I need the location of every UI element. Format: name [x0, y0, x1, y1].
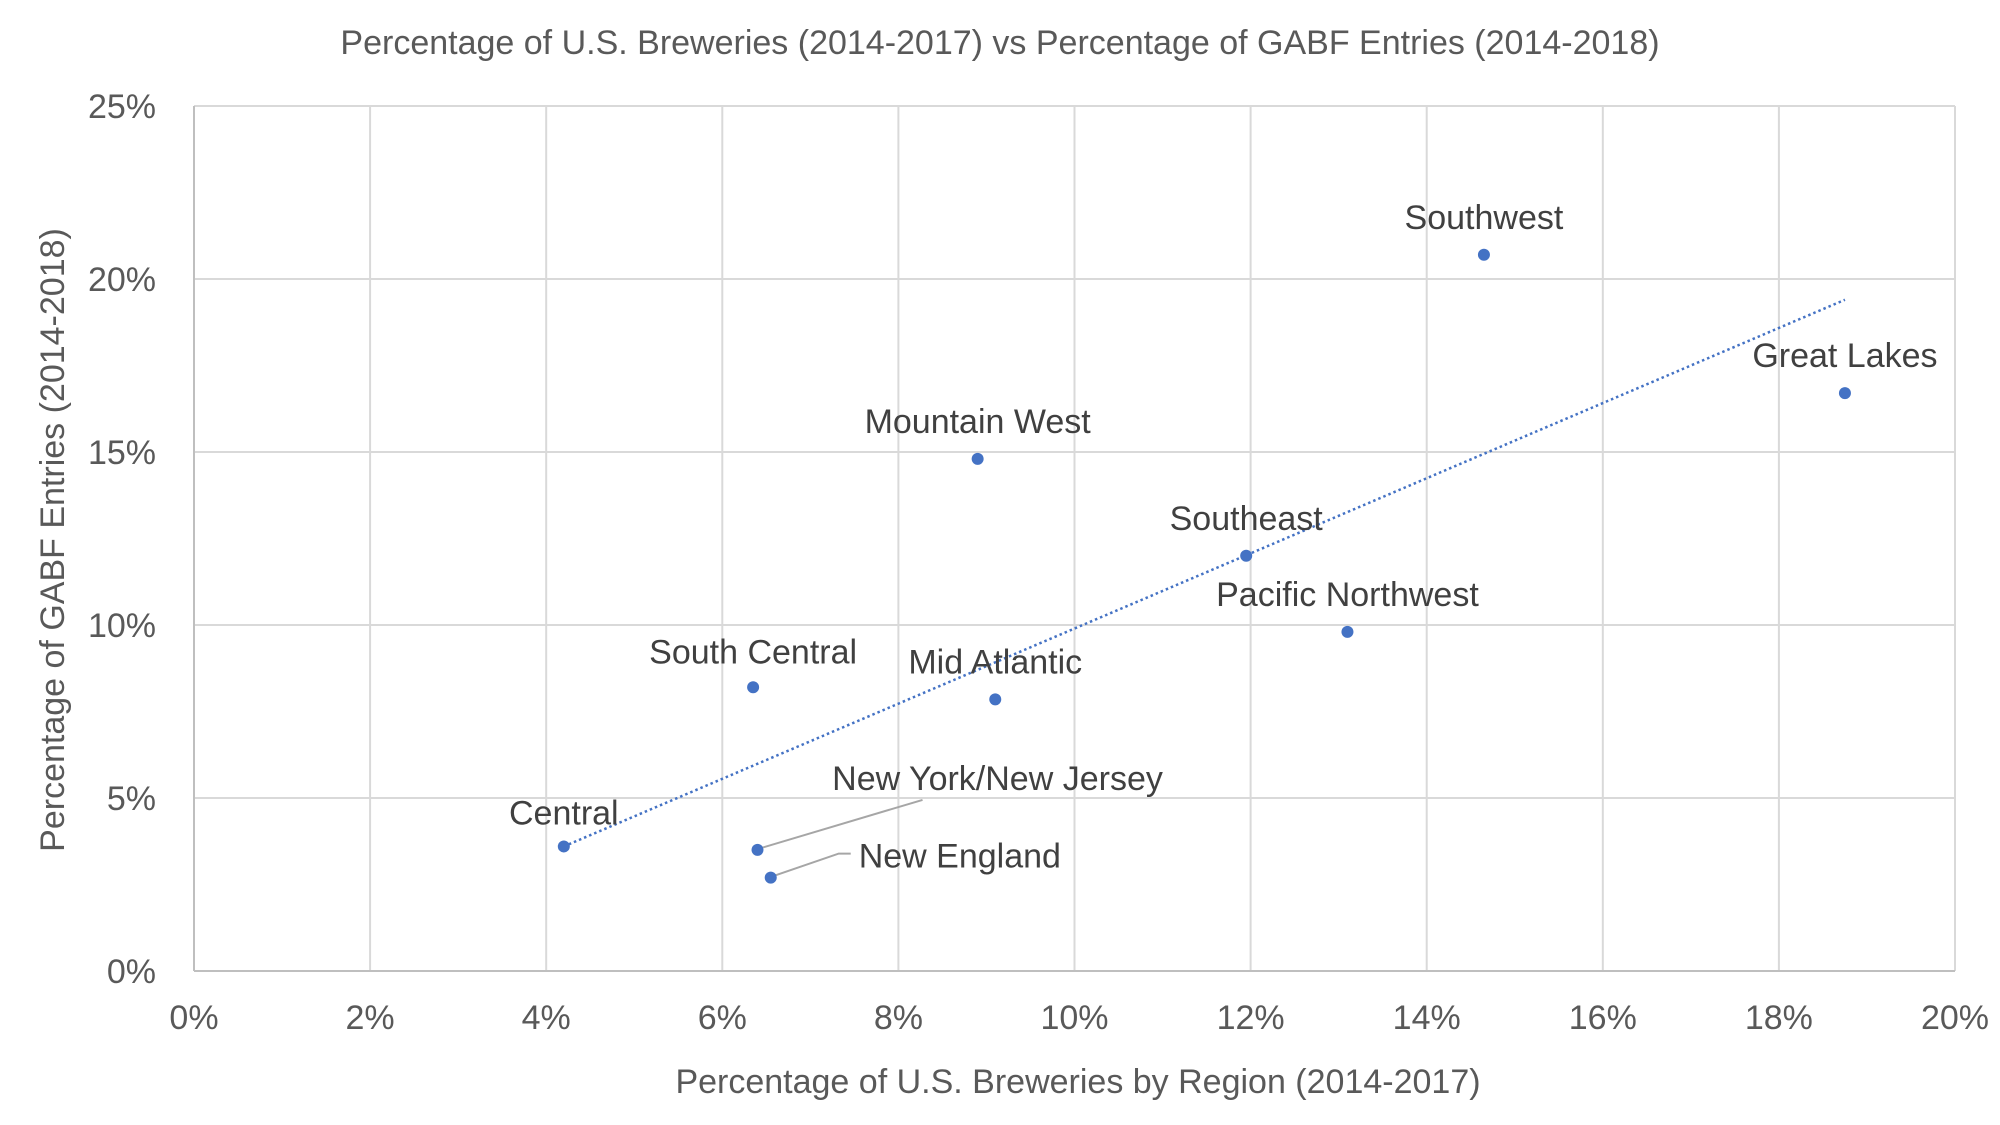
axes [193, 106, 1955, 972]
x-axis-title: Percentage of U.S. Breweries by Region (… [675, 1063, 1480, 1101]
label-south-central: South Central [649, 633, 857, 671]
x-tick-label: 0% [169, 999, 218, 1037]
x-tick-label: 16% [1569, 999, 1637, 1037]
point-mid-atlantic [989, 693, 1002, 706]
x-tick-label: 18% [1745, 999, 1813, 1037]
label-mid-atlantic: Mid Atlantic [908, 643, 1082, 681]
y-tick-label: 25% [88, 88, 156, 126]
trendline-group [563, 298, 1846, 848]
y-axis-title: Percentage of GABF Entries (2014-2018) [34, 228, 72, 852]
label-southeast: Southeast [1170, 500, 1324, 538]
trendline [563, 298, 1846, 848]
y-tick-label: 10% [88, 607, 156, 645]
x-tick-label: 6% [698, 999, 747, 1037]
data-points [557, 248, 1851, 884]
y-tick-label: 20% [88, 261, 156, 299]
label-new-england: New England [859, 838, 1061, 876]
point-pacific-northwest [1341, 625, 1354, 638]
point-southwest [1477, 248, 1490, 261]
x-tick-label: 4% [522, 999, 571, 1037]
y-tick-label: 5% [107, 780, 156, 818]
label-southwest: Southwest [1405, 199, 1564, 237]
label-great-lakes: Great Lakes [1752, 337, 1937, 375]
leader-line-new-england [774, 852, 851, 877]
x-tick-label: 12% [1217, 999, 1285, 1037]
point-labels: Central South Central New York/New Jersey N… [509, 199, 1938, 876]
point-new-england [764, 871, 777, 884]
label-mountain-west: Mountain West [865, 403, 1092, 441]
label-central: Central [509, 794, 619, 832]
leader-lines [761, 798, 923, 877]
label-new-york-new-jersey: New York/New Jersey [832, 760, 1163, 798]
gridlines [193, 105, 1956, 972]
label-pacific-northwest: Pacific Northwest [1216, 576, 1479, 614]
x-tick-labels: 0% 2% 4% 6% 8% 10% 12% 14% 16% 18% 20% [169, 999, 1989, 1037]
point-mountain-west [971, 452, 984, 465]
x-tick-label: 2% [346, 999, 395, 1037]
point-southeast [1240, 549, 1253, 562]
y-tick-label: 15% [88, 434, 156, 472]
point-central [557, 840, 570, 853]
point-south-central [747, 681, 760, 694]
x-tick-label: 20% [1921, 999, 1989, 1037]
leader-line-new-york-new-jersey [761, 798, 923, 849]
y-tick-labels: 0% 5% 10% 15% 20% 25% [88, 88, 156, 991]
point-great-lakes [1838, 387, 1851, 400]
x-tick-label: 10% [1040, 999, 1108, 1037]
point-new-york-new-jersey [751, 843, 764, 856]
x-tick-label: 8% [874, 999, 923, 1037]
x-tick-label: 14% [1393, 999, 1461, 1037]
y-tick-label: 0% [107, 953, 156, 991]
chart-title: Percentage of U.S. Breweries (2014-2017)… [340, 24, 1659, 62]
